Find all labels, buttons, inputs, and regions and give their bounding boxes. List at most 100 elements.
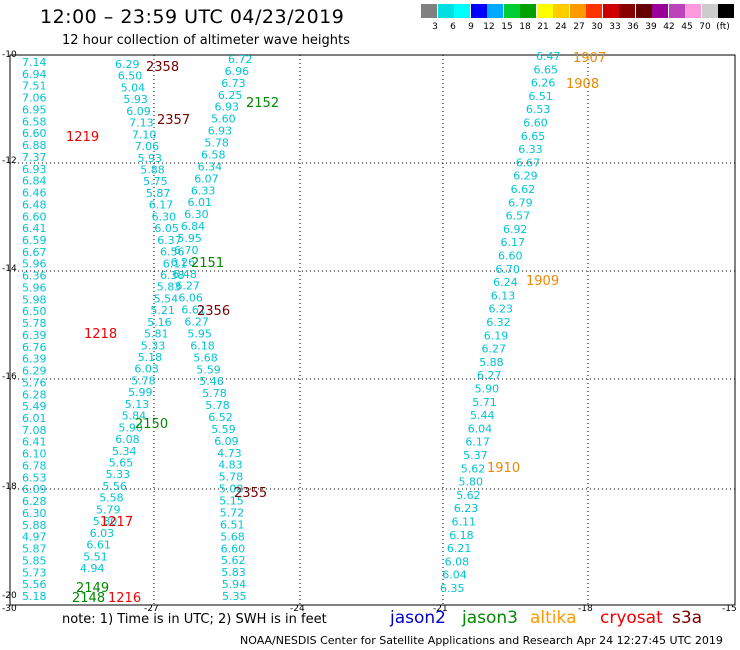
wave-height-value: 6.27 xyxy=(184,316,209,329)
wave-height-value: 6.48 xyxy=(172,268,197,281)
wave-height-value: 5.60 xyxy=(211,113,236,126)
wave-height-value: 5.78 xyxy=(205,399,230,412)
wave-height-value: 5.83 xyxy=(221,566,246,579)
wave-height-value: 6.11 xyxy=(163,257,188,270)
wave-height-value: 6.03 xyxy=(90,527,115,540)
wave-height-value: 6.17 xyxy=(501,236,526,249)
wave-height-value: 5.37 xyxy=(463,449,488,462)
wave-height-value: 6.61 xyxy=(181,304,206,317)
pass-time-label: 2152 xyxy=(246,96,279,111)
wave-height-value: 6.67 xyxy=(516,156,541,169)
wave-height-value: 6.60 xyxy=(498,250,523,263)
scale-swatch xyxy=(503,4,520,18)
pass-time-label: 1218 xyxy=(84,327,117,342)
scale-swatch xyxy=(437,4,454,18)
lat-label: -12 xyxy=(2,156,17,166)
wave-height-value: 6.23 xyxy=(454,502,479,515)
scale-swatch xyxy=(536,4,553,18)
wave-height-value: 6.26 xyxy=(531,77,556,90)
wave-height-value: 5.78 xyxy=(22,317,47,330)
wave-height-value: 4.97 xyxy=(22,531,47,544)
wave-height-value: 6.67 xyxy=(22,246,47,259)
wave-height-value: 6.46 xyxy=(22,187,47,200)
wave-height-value: 6.30 xyxy=(22,507,47,520)
pass-time-label: 1909 xyxy=(526,274,559,289)
lon-label: -30 xyxy=(2,604,17,614)
wave-height-value: 6.33 xyxy=(191,184,216,197)
wave-height-value: 6.38 xyxy=(160,269,185,282)
wave-height-value: 5.80 xyxy=(459,476,484,489)
satellite-legend-item: s3a xyxy=(672,608,703,628)
wave-height-value: 5.96 xyxy=(22,282,47,295)
wave-height-value: 6.19 xyxy=(484,329,509,342)
wave-height-value: 6.35 xyxy=(440,582,465,595)
wave-height-value: 5.35 xyxy=(222,590,247,603)
wave-height-value: 6.39 xyxy=(22,353,47,366)
wave-height-value: 6.04 xyxy=(442,569,467,582)
wave-height-value: 5.96 xyxy=(22,258,47,271)
scale-label: 21 xyxy=(537,22,549,32)
wave-height-value: 5.81 xyxy=(144,328,169,341)
satellite-legend-item: jason2 xyxy=(390,608,446,628)
pass-time-label: 1908 xyxy=(566,77,599,92)
scale-label: (ft) xyxy=(716,22,730,32)
wave-height-value: 5.18 xyxy=(22,590,47,603)
wave-height-value: 6.21 xyxy=(447,542,472,555)
wave-height-value: 6.65 xyxy=(521,130,546,143)
scale-label: 6 xyxy=(450,22,456,32)
wave-height-value: 5.88 xyxy=(22,519,47,532)
wave-height-value: 5.15 xyxy=(219,495,244,508)
wave-height-value: 6.50 xyxy=(118,70,143,83)
wave-height-value: 5.62 xyxy=(461,462,486,475)
scale-label: 30 xyxy=(591,22,603,32)
pass-time-label: 2149 xyxy=(76,581,109,596)
pass-time-label: 2357 xyxy=(157,113,190,128)
wave-height-value: 5.56 xyxy=(22,578,47,591)
wave-height-value: 6.72 xyxy=(228,53,253,66)
wave-height-value: 6.73 xyxy=(221,77,246,90)
wave-height-value: 5.98 xyxy=(22,293,47,306)
wave-height-value: 6.26 xyxy=(171,256,196,269)
wave-height-value: 5.33 xyxy=(106,468,131,481)
wave-height-value: 6.53 xyxy=(22,471,47,484)
wave-height-value: 6.17 xyxy=(465,436,490,449)
wave-height-value: 6.17 xyxy=(149,199,174,212)
wave-height-value: 6.52 xyxy=(208,411,233,424)
scale-label: 42 xyxy=(663,22,675,32)
scale-swatch xyxy=(520,4,536,18)
wave-height-value: 5.33 xyxy=(141,339,166,352)
wave-height-value: 5.75 xyxy=(143,175,168,188)
wave-height-value: 6.28 xyxy=(22,388,47,401)
wave-height-value: 5.18 xyxy=(138,351,163,364)
scale-label: 18 xyxy=(519,22,531,32)
wave-height-value: 6.10 xyxy=(22,448,47,461)
wave-height-value: 6.92 xyxy=(503,223,528,236)
wave-height-value: 7.37 xyxy=(22,151,47,164)
pass-time-label: 1910 xyxy=(487,461,520,476)
wave-height-value: 6.93 xyxy=(215,101,240,114)
wave-height-value: 6.18 xyxy=(190,339,215,352)
wave-height-value: 6.24 xyxy=(493,276,517,289)
wave-height-value: 6.76 xyxy=(22,341,47,354)
pass-time-label: 1907 xyxy=(573,51,606,66)
scale-swatch xyxy=(569,4,586,18)
wave-height-value: 5.68 xyxy=(193,351,218,364)
scale-swatch xyxy=(718,4,734,18)
wave-height-value: 6.93 xyxy=(208,125,233,138)
wave-height-value: 6.09 xyxy=(214,435,239,448)
wave-height-value: 5.13 xyxy=(125,398,150,411)
wave-height-value: 6.32 xyxy=(486,316,511,329)
wave-height-value: 7.06 xyxy=(135,140,160,153)
pass-time-label: 1219 xyxy=(66,130,99,145)
wave-height-value: 6.60 xyxy=(523,117,548,130)
wave-height-value: 6.62 xyxy=(511,183,535,196)
scale-label: 33 xyxy=(609,22,621,32)
wave-height-value: 6.88 xyxy=(22,139,47,152)
map-subtitle: 12 hour collection of altimeter wave hei… xyxy=(62,33,350,48)
wave-height-value: 5.76 xyxy=(22,376,47,389)
scale-label: 15 xyxy=(501,22,513,32)
wave-height-value: 6.60 xyxy=(22,127,47,140)
scale-label: 3 xyxy=(432,22,438,32)
scale-label: 39 xyxy=(645,22,657,32)
wave-height-value: 5.84 xyxy=(122,410,147,423)
